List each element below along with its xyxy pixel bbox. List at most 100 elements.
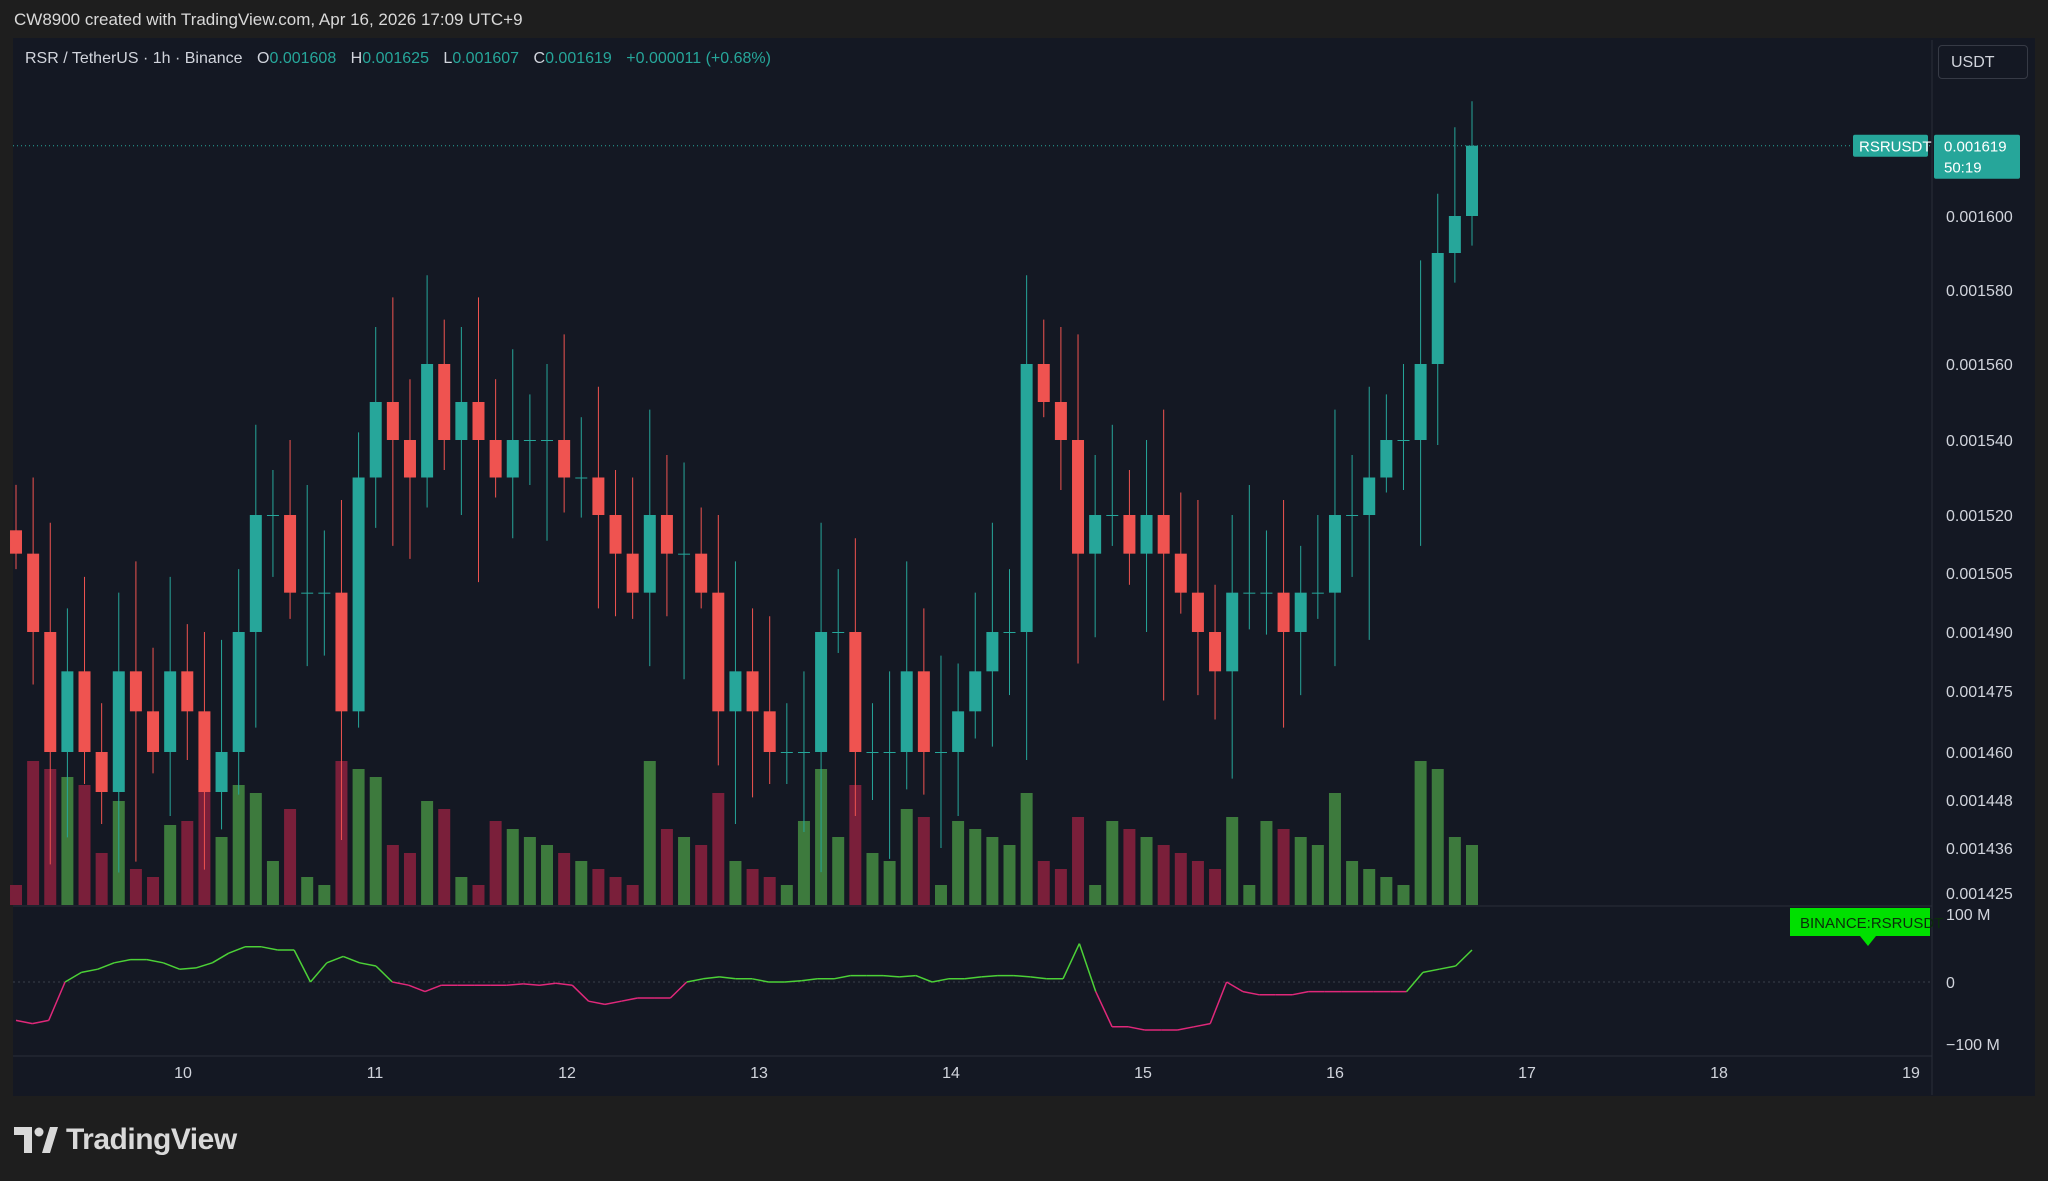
candle-body xyxy=(181,671,194,712)
oscillator-segment xyxy=(931,978,949,983)
volume-bar xyxy=(1020,793,1033,905)
volume-bar xyxy=(1414,761,1427,905)
volume-bar xyxy=(78,785,91,905)
candle-body xyxy=(61,671,74,752)
volume-bar xyxy=(266,861,279,905)
brand-name: TradingView xyxy=(66,1123,237,1156)
candle-body xyxy=(1157,515,1170,554)
candle-body xyxy=(900,671,913,752)
volume-bar xyxy=(712,793,725,905)
oscillator-segment xyxy=(1062,943,1081,980)
candle-body xyxy=(1209,632,1222,672)
volume-bar xyxy=(678,837,691,905)
candle-body xyxy=(455,402,468,440)
volume-bar xyxy=(763,877,776,905)
candle-body xyxy=(1089,515,1102,554)
chart-grid xyxy=(13,40,1933,1095)
candle-body xyxy=(352,477,365,712)
price-tick-label: 0.001520 xyxy=(1946,508,2013,525)
volume-bar xyxy=(1123,829,1136,905)
candle-body xyxy=(712,592,725,712)
candle-body xyxy=(112,671,125,792)
oscillator-segment xyxy=(1455,949,1473,967)
volume-bar xyxy=(129,869,142,905)
volume-bar xyxy=(215,837,228,905)
volume-bar xyxy=(1140,837,1153,905)
candle-body xyxy=(1003,632,1016,633)
candle-body xyxy=(284,515,297,593)
time-tick-label: 18 xyxy=(1710,1065,1728,1082)
oscillator-segment xyxy=(784,979,802,983)
volume-bar xyxy=(1072,817,1085,905)
creator-line: CW8900 created with TradingView.com, Apr… xyxy=(14,10,523,29)
volume-bar xyxy=(1037,861,1050,905)
volume-bar xyxy=(1311,845,1324,905)
volume-bar xyxy=(643,761,656,905)
candle-body xyxy=(558,440,571,478)
oscillator-segment xyxy=(1422,968,1440,974)
oscillator-segment xyxy=(114,958,131,964)
candle-body xyxy=(1277,592,1290,632)
volume-bar xyxy=(866,853,879,905)
volume-bar xyxy=(284,809,297,905)
time-tick-label: 14 xyxy=(942,1065,960,1082)
oscillator-segment xyxy=(97,962,115,970)
oscillator-segment xyxy=(752,978,769,983)
volume-bar xyxy=(403,853,416,905)
oscillator-segment xyxy=(1242,990,1260,996)
candle-body xyxy=(301,592,314,594)
candle-body xyxy=(1294,592,1307,632)
oscillator-segment xyxy=(1177,1026,1195,1031)
candle-body xyxy=(1346,515,1359,516)
volume-bar xyxy=(729,861,742,905)
oscillator-segment xyxy=(1013,974,1031,978)
candle-body xyxy=(917,671,930,752)
oscillator-segment xyxy=(342,955,360,964)
oscillator-segment xyxy=(669,981,688,999)
price-tick-label: 0.001475 xyxy=(1946,684,2013,701)
time-tick-label: 13 xyxy=(750,1065,768,1082)
volume-bar xyxy=(1157,845,1170,905)
oscillator-segment xyxy=(882,974,900,978)
candle-body xyxy=(1380,440,1393,478)
volume-bar xyxy=(986,837,999,905)
volume-bar xyxy=(1003,845,1016,905)
open-value: 0.001608 xyxy=(269,50,337,67)
tradingview-logo: TradingView xyxy=(14,1122,237,1158)
volume-bar xyxy=(10,885,22,905)
oscillator-segment xyxy=(392,981,409,986)
oscillator-segment xyxy=(1439,965,1456,970)
volume-bar xyxy=(1431,769,1444,905)
oscillator-segment xyxy=(833,974,851,980)
oscillator-segment xyxy=(506,983,524,986)
candle-body xyxy=(1054,402,1067,440)
price-tick-label: 0.001448 xyxy=(1946,793,2013,810)
price-tag-countdown: 50:19 xyxy=(1944,160,1982,177)
price-tick-label: 0.001580 xyxy=(1946,283,2013,300)
volume-bar xyxy=(695,845,708,905)
symbol-legend[interactable]: RSR / TetherUS · 1h · Binance O0.001608 … xyxy=(25,50,771,68)
candle-body xyxy=(1397,440,1410,441)
close-label: C xyxy=(533,50,546,67)
candles xyxy=(10,101,1478,873)
volume-bar xyxy=(249,793,262,905)
oscillator-segment xyxy=(1128,1026,1145,1031)
volume-bar xyxy=(181,821,194,905)
volume-bar xyxy=(1243,885,1256,905)
oscillator-segment xyxy=(915,974,933,983)
candle-body xyxy=(266,515,279,516)
time-tick-label: 19 xyxy=(1902,1065,1920,1082)
oscillator-segment xyxy=(1209,981,1228,1024)
volume-bar xyxy=(164,825,177,905)
candle-body xyxy=(1191,592,1204,632)
volume-bar xyxy=(660,829,673,905)
indicator-tag-pointer xyxy=(1860,936,1876,946)
high-value: 0.001625 xyxy=(362,50,429,67)
price-tick-label: 0.001560 xyxy=(1946,357,2013,374)
candle-body xyxy=(609,515,622,554)
candle-body xyxy=(660,515,673,554)
volume-bar xyxy=(797,821,810,905)
volume-bar xyxy=(746,869,759,905)
currency-button[interactable]: USDT xyxy=(1938,45,2028,79)
